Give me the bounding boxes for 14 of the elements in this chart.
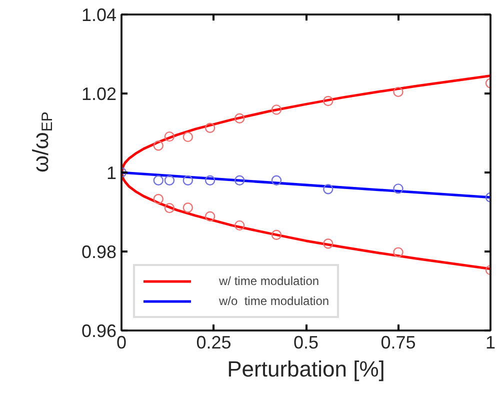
y-axis-title: ω/ωEP [28,112,56,172]
y-tick-label: 0.98 [81,242,117,262]
legend-label: w/o time modulation [219,294,330,308]
x-tick-label: 0.5 [293,332,319,352]
x-axis-title: Perturbation [%] [227,356,385,382]
x-tick-label: 1 [485,332,496,352]
y-tick-label: 1.02 [81,84,117,104]
x-tick-label: 0 [116,332,127,352]
x-tick-label: 0.25 [196,332,232,352]
y-tick-label: 1 [106,163,117,183]
y-tick-label: 1.04 [81,5,117,25]
x-tick-label: 0.75 [380,332,416,352]
y-tick-label: 0.96 [81,321,117,341]
legend-label: w/ time modulation [219,274,320,288]
